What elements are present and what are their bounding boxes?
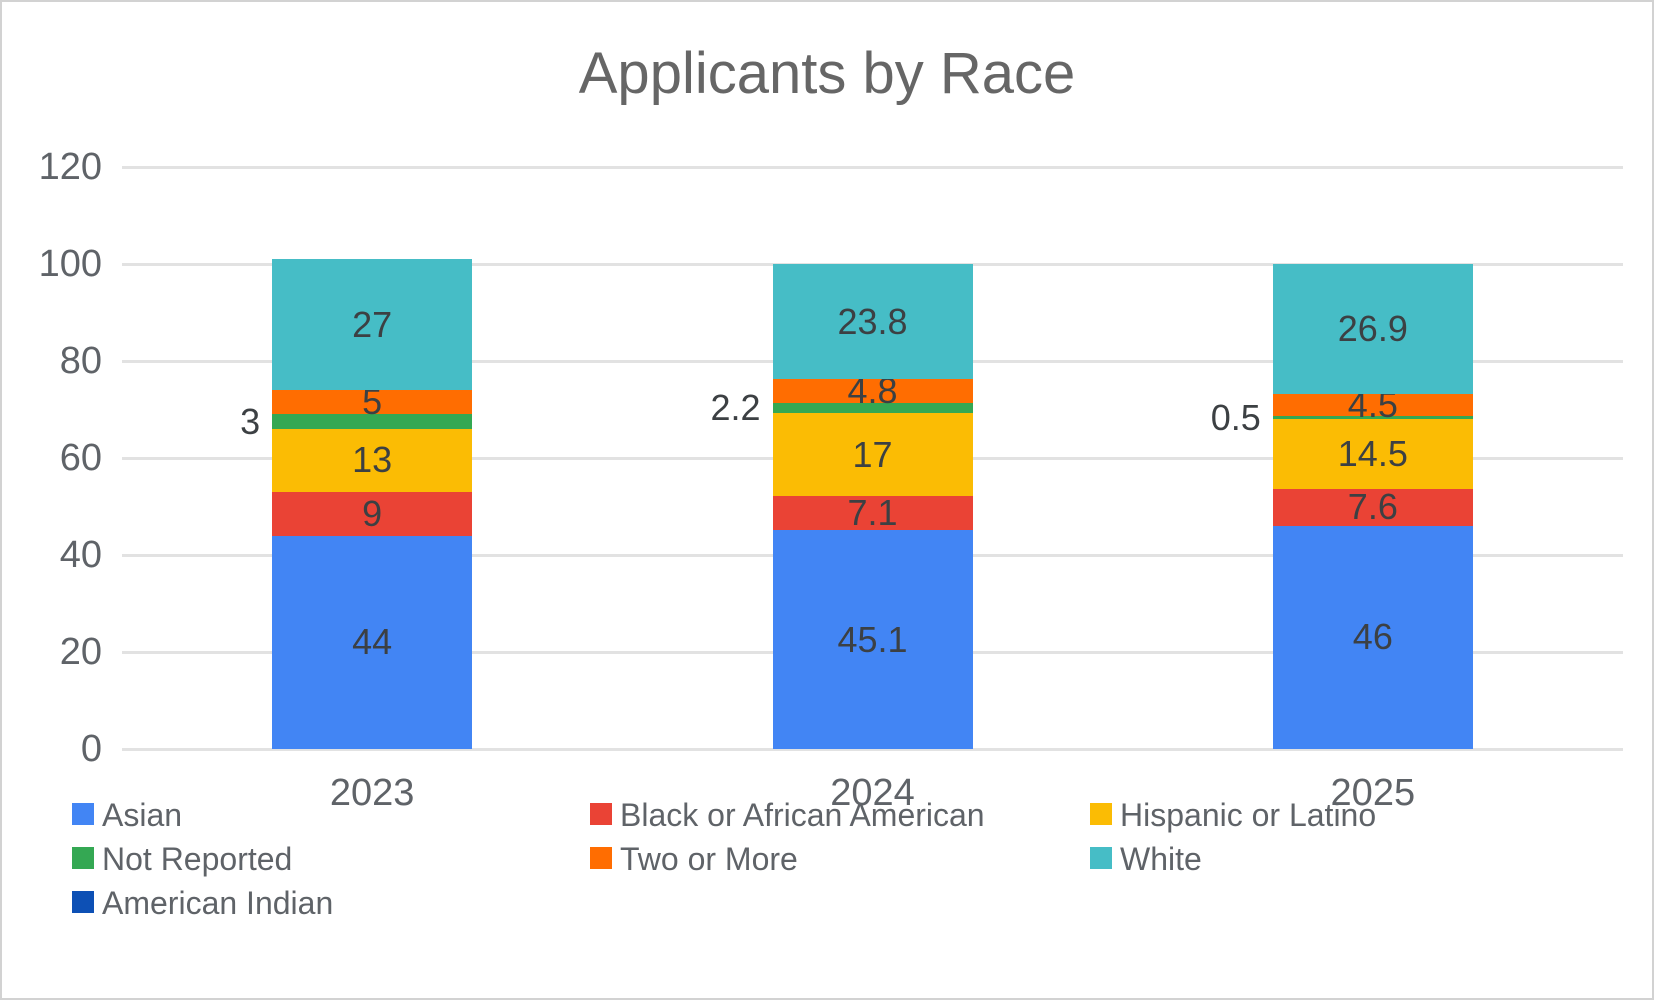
bar-segment-two-or-more — [1272, 394, 1473, 417]
bar-segment-white — [272, 259, 473, 391]
legend-label: Two or More — [620, 841, 798, 877]
data-label: 7.6 — [1347, 486, 1398, 528]
legend-label: Black or African American — [620, 797, 985, 833]
legend-label: American Indian — [102, 885, 334, 921]
data-label: 44 — [352, 621, 393, 663]
bar-segment-hispanic-or-latino — [1272, 418, 1473, 490]
legend-label: Not Reported — [102, 841, 293, 877]
gridline — [122, 747, 1623, 751]
legend-swatch-icon — [72, 891, 94, 913]
bar-segment-white — [1272, 264, 1473, 395]
data-label: 5 — [362, 381, 383, 423]
bar-segment-hispanic-or-latino — [272, 428, 473, 492]
legend-swatch-icon — [1090, 847, 1112, 869]
bar-segment-black-or-african-american — [1272, 489, 1473, 526]
x-axis-category-label: 2025 — [1330, 772, 1416, 814]
legend-swatch-icon — [590, 847, 612, 869]
legend-swatch-icon — [1090, 803, 1112, 825]
data-label: 27 — [352, 303, 393, 345]
bar-segment-not-reported — [772, 402, 973, 414]
data-label: 17 — [852, 433, 893, 475]
legend-label: Asian — [102, 797, 183, 833]
y-axis-tick-label: 0 — [80, 728, 102, 770]
legend-swatch-icon — [72, 847, 94, 869]
bar-segment-hispanic-or-latino — [772, 413, 973, 496]
x-axis-category-label: 2024 — [830, 772, 915, 814]
y-axis-tick-label: 60 — [59, 437, 102, 479]
y-axis-tick-label: 120 — [38, 146, 102, 188]
data-label: 13 — [352, 439, 393, 481]
bar-segment-black-or-african-american — [272, 491, 473, 536]
legend-swatch-icon — [590, 803, 612, 825]
y-axis-tick-label: 40 — [59, 534, 102, 576]
gridline — [122, 165, 1623, 169]
y-axis-tick-label: 80 — [59, 340, 102, 382]
data-label-outside: 2.2 — [710, 387, 761, 429]
y-axis-tick-label: 20 — [59, 631, 102, 673]
legend-label: White — [1120, 841, 1202, 877]
y-axis-tick-label: 100 — [38, 243, 102, 285]
data-label: 14.5 — [1337, 432, 1408, 474]
data-label: 45.1 — [837, 618, 908, 660]
bar-segment-white — [772, 264, 973, 380]
bar-segment-two-or-more — [272, 390, 473, 415]
bar-segment-not-reported — [272, 414, 473, 429]
chart-title: Applicants by Race — [578, 41, 1076, 106]
bar-segment-asian — [772, 530, 973, 749]
data-label: 7.1 — [847, 492, 898, 534]
bar-segment-asian — [1272, 525, 1473, 749]
data-label: 26.9 — [1337, 308, 1408, 350]
bar-segment-asian — [272, 535, 473, 749]
data-label: 46 — [1352, 616, 1393, 658]
data-label-outside: 0.5 — [1210, 396, 1261, 438]
legend-swatch-icon — [72, 803, 94, 825]
x-axis-category-label: 2023 — [329, 772, 415, 814]
data-label-outside: 3 — [240, 400, 261, 442]
data-label: 9 — [362, 492, 383, 534]
legend-label: Hispanic or Latino — [1120, 797, 1377, 833]
data-label: 23.8 — [837, 300, 908, 342]
bar-segment-black-or-african-american — [772, 495, 973, 531]
bar-segment-not-reported — [1272, 416, 1473, 419]
bar-segment-two-or-more — [772, 379, 973, 403]
